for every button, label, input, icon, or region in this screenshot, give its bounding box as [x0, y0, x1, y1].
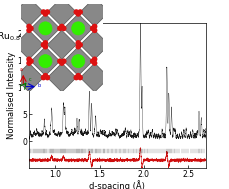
Polygon shape [47, 0, 76, 26]
Circle shape [59, 60, 65, 66]
Circle shape [75, 73, 81, 78]
Circle shape [43, 44, 48, 50]
Polygon shape [47, 30, 76, 59]
Circle shape [39, 55, 52, 68]
Circle shape [77, 42, 83, 48]
X-axis label: d-spacing (Å): d-spacing (Å) [90, 180, 145, 189]
Text: c: c [29, 77, 31, 81]
Circle shape [72, 55, 85, 68]
Circle shape [45, 75, 50, 80]
Circle shape [92, 28, 97, 33]
Text: b: b [38, 83, 41, 88]
Circle shape [92, 57, 97, 62]
Polygon shape [47, 63, 76, 92]
Polygon shape [15, 0, 44, 26]
Polygon shape [15, 30, 44, 59]
Polygon shape [31, 47, 60, 76]
Circle shape [39, 22, 52, 35]
Polygon shape [21, 4, 103, 91]
Circle shape [77, 9, 83, 15]
Circle shape [43, 40, 48, 46]
Circle shape [26, 57, 32, 62]
Polygon shape [31, 14, 60, 43]
Circle shape [75, 40, 81, 46]
Circle shape [90, 26, 95, 31]
Circle shape [57, 58, 63, 64]
Circle shape [77, 75, 83, 80]
Circle shape [41, 42, 46, 48]
Polygon shape [80, 63, 109, 92]
Circle shape [26, 24, 32, 29]
Circle shape [43, 11, 48, 17]
Y-axis label: Normalised Intensity: Normalised Intensity [7, 52, 16, 139]
Circle shape [43, 73, 48, 78]
Circle shape [92, 60, 97, 66]
Circle shape [59, 24, 65, 29]
Circle shape [75, 11, 81, 17]
Circle shape [26, 28, 32, 33]
Circle shape [92, 24, 97, 29]
Circle shape [75, 44, 81, 50]
Polygon shape [64, 47, 93, 76]
Text: a: a [20, 67, 23, 72]
Circle shape [45, 9, 50, 15]
Polygon shape [80, 30, 109, 59]
Circle shape [28, 58, 34, 64]
Polygon shape [64, 14, 93, 43]
Circle shape [74, 9, 79, 15]
Circle shape [61, 58, 67, 64]
Circle shape [72, 22, 85, 35]
Circle shape [61, 26, 67, 31]
Circle shape [57, 26, 63, 31]
Circle shape [26, 60, 32, 66]
Circle shape [41, 75, 46, 80]
Polygon shape [80, 0, 109, 26]
Circle shape [41, 9, 46, 15]
Circle shape [90, 58, 95, 64]
Text: SrRu$_{0.8}$Cu$_{0.2}$O$_3$: SrRu$_{0.8}$Cu$_{0.2}$O$_3$ [0, 31, 55, 43]
Polygon shape [15, 63, 44, 92]
Circle shape [74, 75, 79, 80]
Circle shape [28, 26, 34, 31]
